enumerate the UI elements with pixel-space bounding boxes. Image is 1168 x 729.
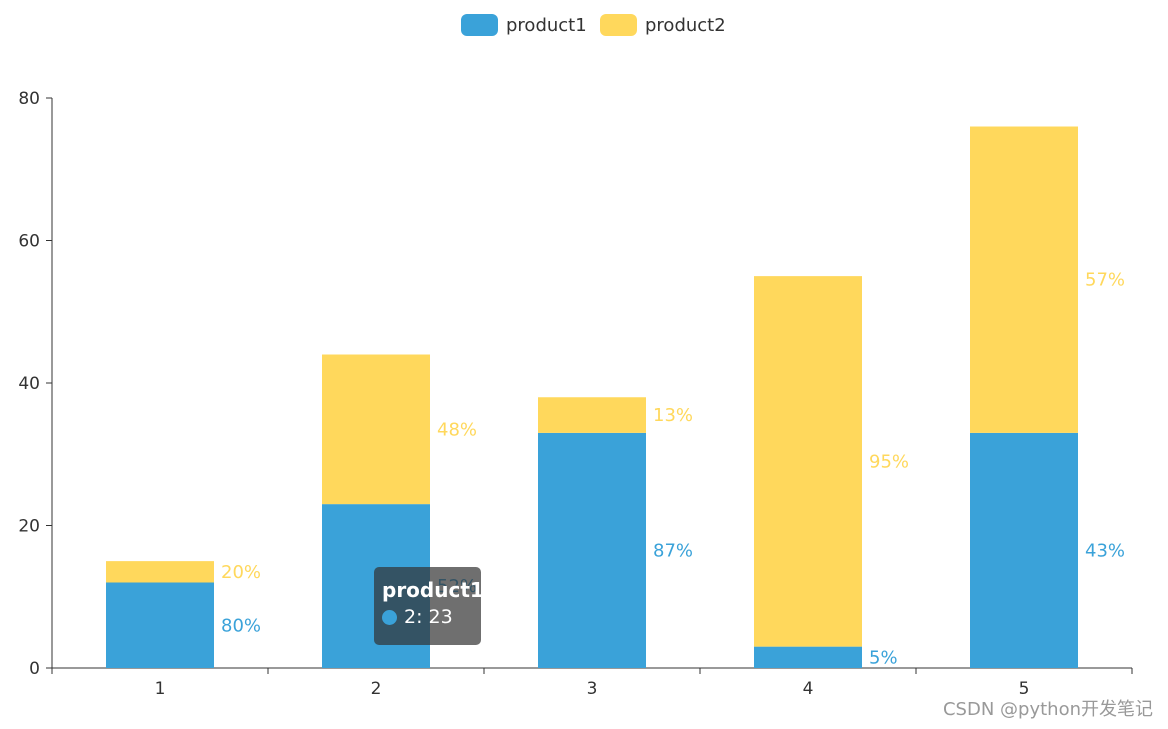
tooltip-value: 2: 23 <box>404 606 453 628</box>
y-tick-label: 60 <box>18 232 40 252</box>
data-label-product2-4: 95% <box>869 451 909 472</box>
bar-product2-5[interactable] <box>970 126 1078 433</box>
y-tick-label: 40 <box>18 374 40 394</box>
x-tick-label: 4 <box>803 679 814 699</box>
y-tick-label: 20 <box>18 517 40 537</box>
data-label-product1-4: 5% <box>869 647 898 668</box>
bar-product2-4[interactable] <box>754 276 862 647</box>
tooltip: product1 2: 23 <box>374 567 484 645</box>
data-label-product1-3: 87% <box>653 540 693 561</box>
tooltip-title: product1 <box>382 578 484 602</box>
x-tick-label: 2 <box>371 679 382 699</box>
legend: product1 product2 <box>461 14 726 36</box>
watermark: CSDN @python开发笔记 <box>942 699 1153 720</box>
tooltip-series-dot-icon <box>382 609 397 625</box>
bar-product1-4[interactable] <box>754 646 862 668</box>
legend-swatch-product2[interactable] <box>600 14 637 36</box>
y-tick-label: 80 <box>18 89 40 109</box>
legend-label-product2[interactable]: product2 <box>645 15 726 36</box>
data-label-product1-5: 43% <box>1085 540 1125 561</box>
tooltip-row: 2: 23 <box>382 603 473 631</box>
y-tick-label: 0 <box>29 659 40 679</box>
legend-swatch-product1[interactable] <box>461 14 498 36</box>
bar-product2-3[interactable] <box>538 397 646 433</box>
x-tick-label: 1 <box>155 679 166 699</box>
x-tick-label: 3 <box>587 679 598 699</box>
bar-product2-1[interactable] <box>106 561 214 583</box>
bar-product1-5[interactable] <box>970 432 1078 668</box>
data-label-product2-2: 48% <box>437 419 477 440</box>
x-tick-label: 5 <box>1019 679 1030 699</box>
data-label-product2-5: 57% <box>1085 270 1125 291</box>
bars <box>106 126 1078 669</box>
y-axis: 0 20 40 60 80 <box>18 89 53 679</box>
bar-product1-1[interactable] <box>106 582 214 669</box>
bar-product2-2[interactable] <box>322 354 430 505</box>
bar-product1-3[interactable] <box>538 432 646 668</box>
data-label-product2-1: 20% <box>221 562 261 583</box>
data-label-product2-3: 13% <box>653 405 693 426</box>
legend-label-product1[interactable]: product1 <box>506 15 587 36</box>
data-label-product1-1: 80% <box>221 615 261 636</box>
